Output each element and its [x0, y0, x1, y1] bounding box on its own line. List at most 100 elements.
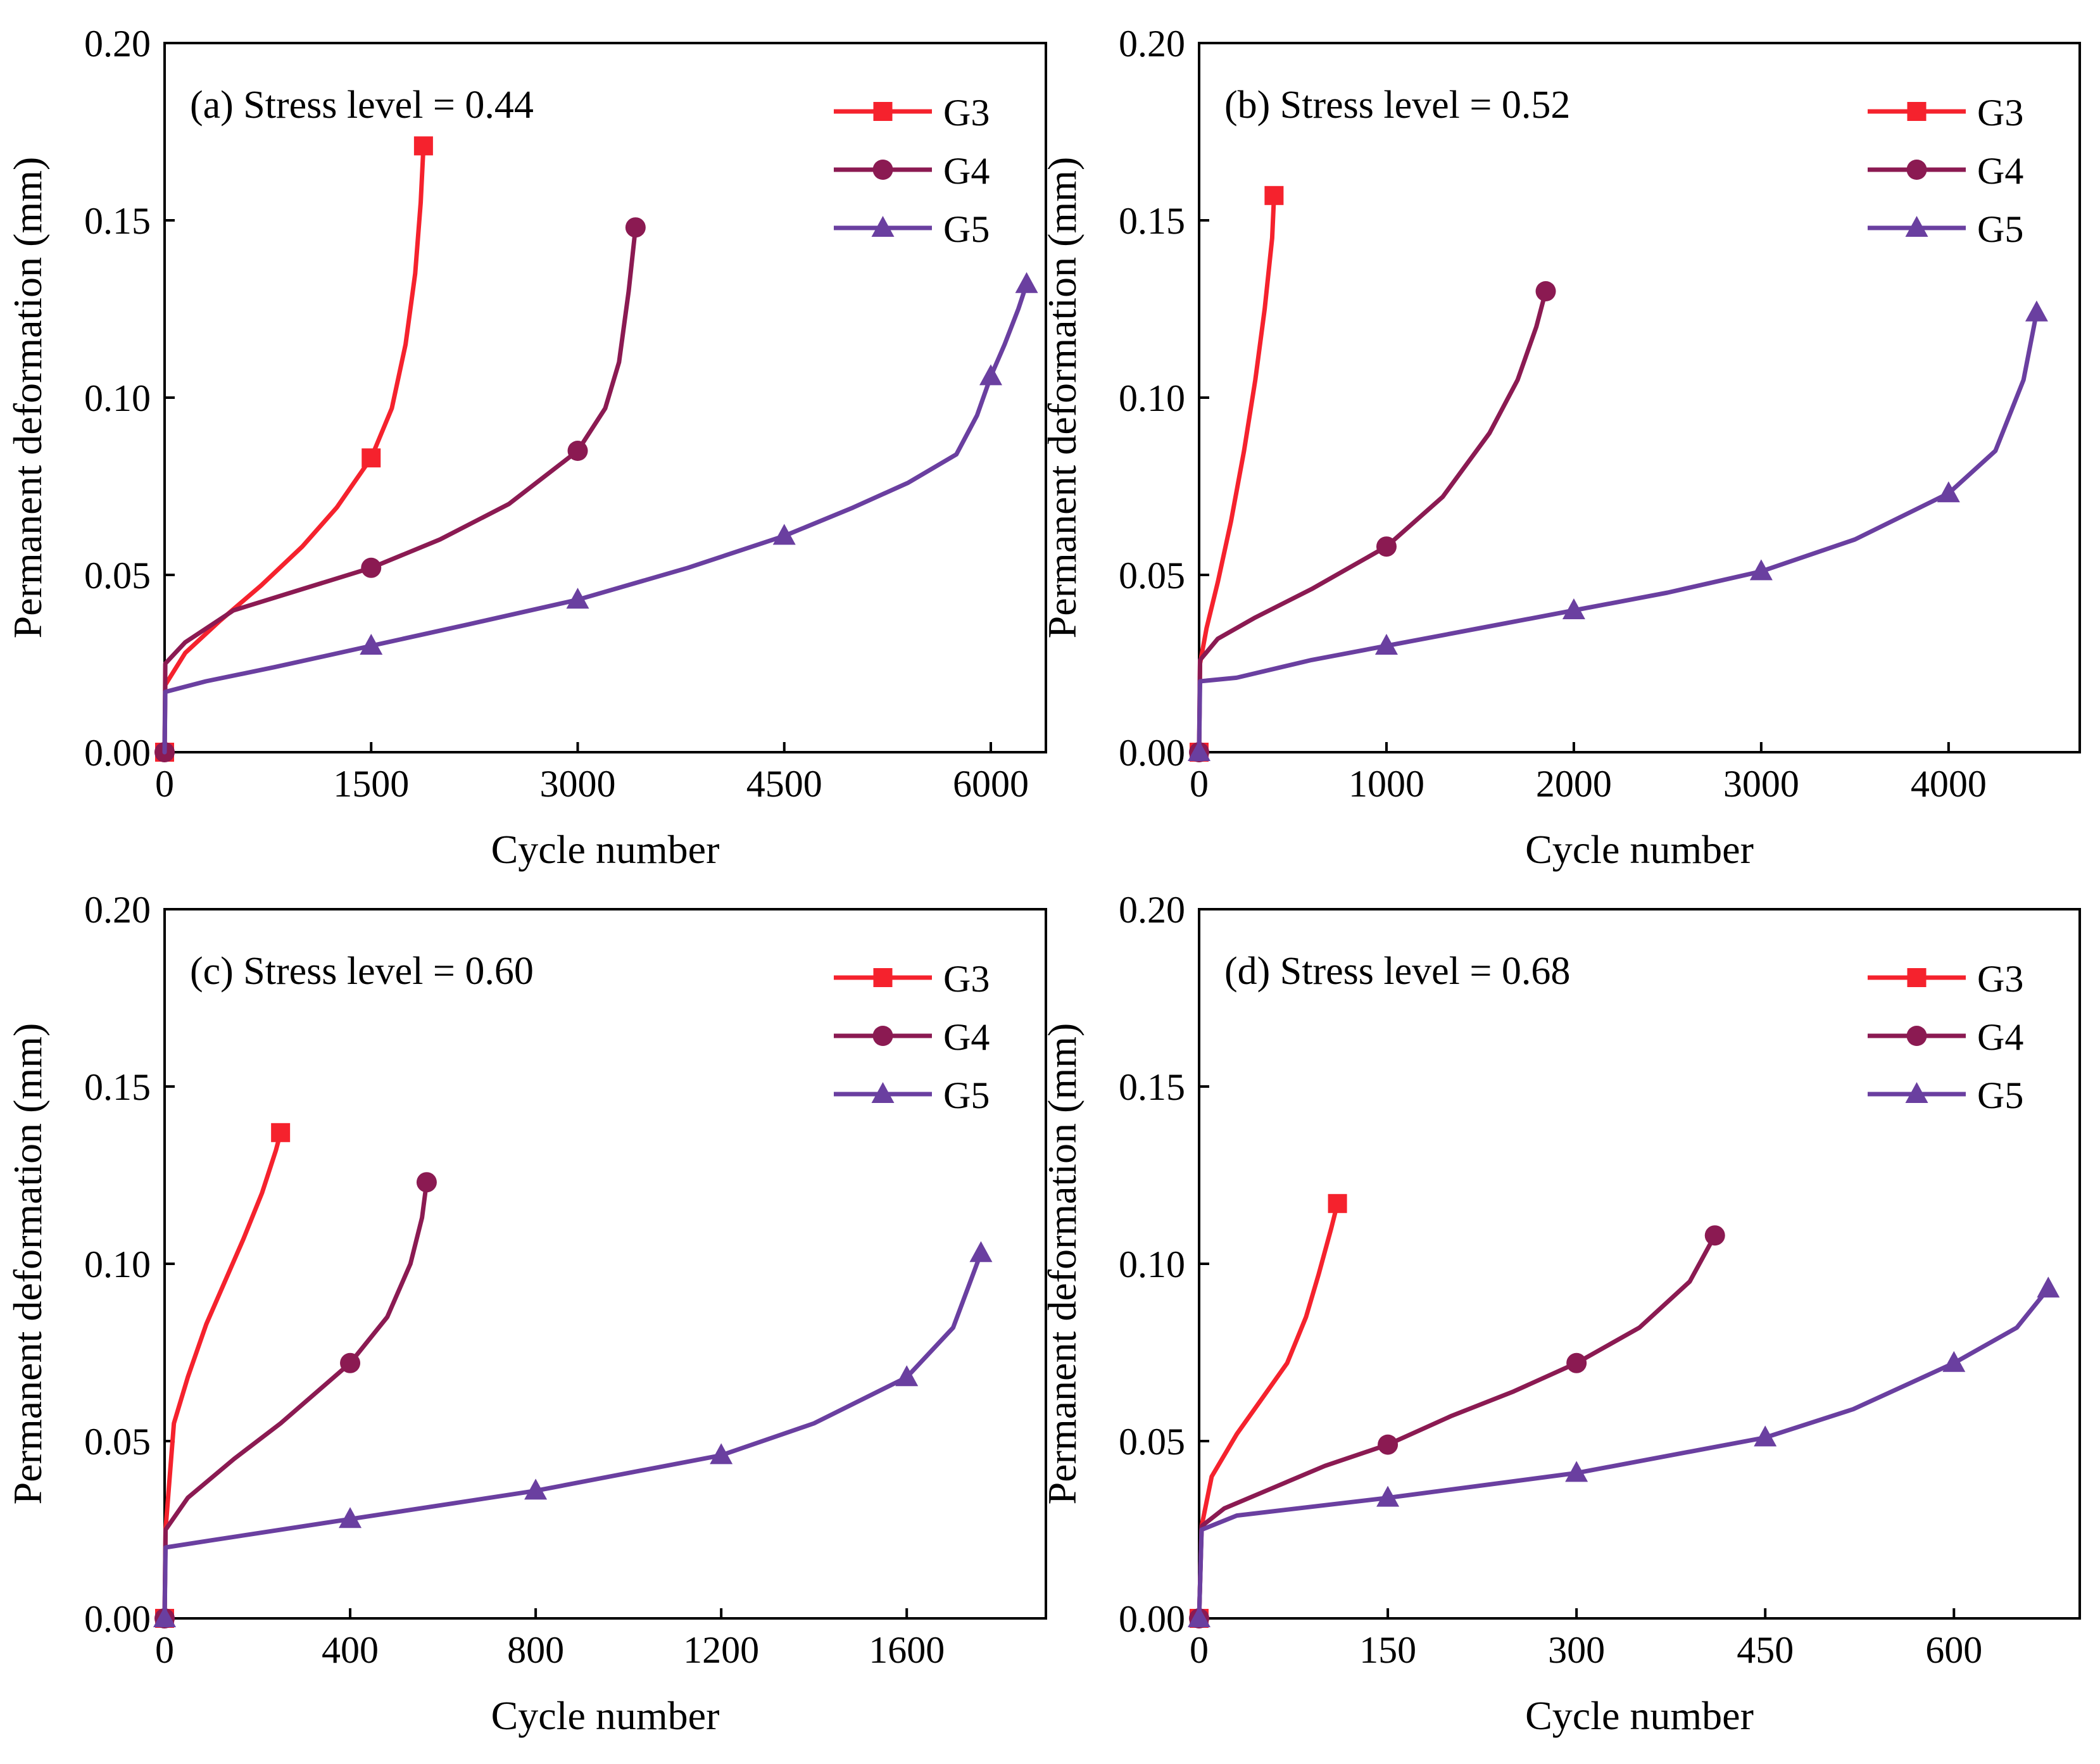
- y-tick-label: 0.10: [84, 377, 151, 419]
- legend-label-G5: G5: [1977, 208, 2023, 250]
- x-axis-title: Cycle number: [1525, 1693, 1754, 1738]
- plot-frame: [163, 42, 1047, 753]
- data-point-G5: [895, 1365, 919, 1387]
- data-point-G5: [1188, 740, 1210, 761]
- x-tick-label: 300: [1548, 1629, 1605, 1671]
- series-G3: [1190, 1194, 1347, 1628]
- x-axis-title: Cycle number: [491, 1693, 720, 1738]
- y-tick-label: 0.20: [84, 889, 151, 931]
- x-tick-label: 600: [1925, 1629, 1982, 1671]
- data-point-G5: [1565, 1461, 1588, 1482]
- series-line-G4: [162, 225, 638, 755]
- data-point-G4: [1376, 536, 1397, 557]
- plot-frame: [1198, 42, 2081, 753]
- data-point-G4: [1535, 281, 1556, 301]
- series-line-G3: [162, 1130, 283, 1621]
- panel-title: (d) Stress level = 0.68: [1224, 950, 1570, 993]
- data-point-G5: [1374, 634, 1398, 655]
- data-point-G5: [566, 588, 589, 609]
- legend-label-G4: G4: [1977, 1016, 2023, 1058]
- data-point-G5: [969, 1241, 993, 1263]
- data-point-G5: [1749, 559, 1773, 581]
- x-tick-label: 3000: [540, 763, 616, 805]
- series-line-G3: [1197, 1201, 1340, 1621]
- y-tick-label: 0.15: [84, 200, 151, 242]
- data-point-G5: [979, 364, 1002, 386]
- data-point-G3: [1328, 1194, 1347, 1213]
- data-point-G3: [362, 448, 381, 468]
- y-axis-title: Permanent deformation (mm): [5, 157, 50, 639]
- data-point-G5: [2037, 1276, 2060, 1298]
- chart-panel-0: 0 1500 3000 4500 6000 0.00 0.05 0.10 0.15 0.20 Cyc…: [5, 23, 1047, 872]
- data-point-G5: [1942, 1351, 1966, 1372]
- data-point-G3: [271, 1123, 291, 1142]
- y-tick-label: 0.00: [84, 732, 151, 774]
- series-line-G5: [1197, 310, 2039, 755]
- series-G5: [153, 1241, 993, 1627]
- x-tick-label: 1000: [1349, 763, 1424, 805]
- x-tick-label: 150: [1359, 1629, 1416, 1671]
- data-point-G3: [413, 136, 433, 156]
- series-G4: [154, 1172, 437, 1629]
- series-G3: [1190, 186, 1284, 762]
- chart-panel-2: 0 400 800 1200 1600 0.00 0.05 0.10 0.15 0.20 Cycle…: [5, 889, 1047, 1738]
- data-point-G5: [1188, 1606, 1210, 1627]
- x-tick-label: 1200: [683, 1629, 759, 1671]
- y-tick-label: 0.05: [1119, 555, 1185, 596]
- legend-marker-G4: [872, 160, 893, 180]
- y-tick-label: 0.10: [1119, 1244, 1185, 1285]
- legend-label-G4: G4: [1977, 150, 2023, 192]
- y-tick-label: 0.15: [1119, 200, 1185, 242]
- legend-marker-G4: [872, 1026, 893, 1046]
- chart-panel-3: 0 150 300 450 600 0.00 0.05 0.10 0.15 0.20 Cycle n…: [1040, 889, 2081, 1738]
- legend: G3 G4 G5: [834, 92, 990, 250]
- series-line-G4: [1197, 289, 1548, 755]
- legend-label-G3: G3: [943, 958, 990, 1000]
- x-tick-label: 4500: [746, 763, 822, 805]
- x-tick-label: 4000: [1911, 763, 1987, 805]
- plot-frame: [1198, 908, 2081, 1620]
- legend-label-G3: G3: [1977, 92, 2023, 134]
- plot-frame: [163, 908, 1047, 1620]
- y-axis-title: Permanent deformation (mm): [1040, 157, 1085, 639]
- series-G4: [1189, 1225, 1725, 1629]
- legend-marker-G4: [1906, 160, 1927, 180]
- y-tick-label: 0.10: [1119, 377, 1185, 419]
- legend-marker-G4: [1906, 1026, 1927, 1046]
- y-tick-label: 0.00: [84, 1598, 151, 1640]
- data-point-G4: [340, 1352, 361, 1373]
- data-point-G4: [1566, 1352, 1587, 1373]
- x-tick-label: 1500: [333, 763, 409, 805]
- series-G3: [155, 1123, 291, 1628]
- legend-marker-G5: [871, 1082, 895, 1103]
- y-tick-label: 0.00: [1119, 1598, 1185, 1640]
- legend: G3 G4 G5: [1868, 958, 2023, 1116]
- series-G4: [154, 217, 646, 762]
- data-point-G5: [1015, 272, 1038, 293]
- series-line-G3: [162, 143, 426, 755]
- legend-marker-G3: [1907, 102, 1927, 121]
- legend-label-G4: G4: [943, 1016, 990, 1058]
- x-tick-label: 0: [155, 1629, 174, 1671]
- data-point-G5: [153, 1606, 176, 1627]
- data-point-G5: [360, 634, 383, 655]
- y-tick-label: 0.00: [1119, 732, 1185, 774]
- x-tick-label: 1600: [869, 1629, 945, 1671]
- x-tick-label: 0: [1190, 763, 1209, 805]
- legend-label-G5: G5: [943, 1074, 990, 1116]
- legend: G3 G4 G5: [834, 958, 990, 1116]
- x-tick-label: 2000: [1536, 763, 1612, 805]
- data-point-G3: [1264, 186, 1284, 205]
- data-point-G4: [1704, 1225, 1725, 1246]
- x-tick-label: 0: [1190, 1629, 1209, 1671]
- legend-marker-G3: [1907, 968, 1927, 987]
- legend-marker-G5: [871, 216, 895, 237]
- x-tick-label: 450: [1737, 1629, 1794, 1671]
- data-point-G5: [1937, 481, 1960, 503]
- data-point-G4: [1378, 1434, 1399, 1455]
- data-point-G4: [625, 217, 646, 238]
- x-tick-label: 400: [322, 1629, 379, 1671]
- legend: G3 G4 G5: [1868, 92, 2023, 250]
- data-point-G5: [1376, 1485, 1400, 1507]
- panel-title: (b) Stress level = 0.52: [1224, 84, 1570, 127]
